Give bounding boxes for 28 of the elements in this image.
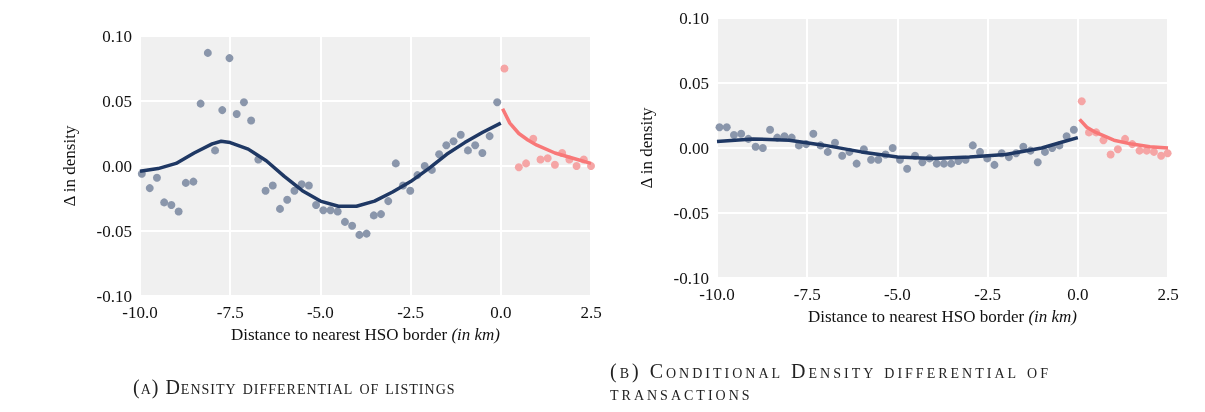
x-tick-label: -7.5 (793, 285, 821, 304)
x-axis-title: Distance to nearest HSO border (in km) (230, 325, 501, 344)
y-tick-label: 0.05 (679, 73, 709, 93)
y-tick-label: 0.00 (102, 156, 132, 176)
x-tick-label: -10.0 (699, 285, 735, 304)
x-tick-label: -7.5 (216, 303, 244, 322)
text: (b) Conditional Density differential of transactions (610, 360, 1052, 404)
x-tick-label: 2.5 (580, 303, 602, 322)
y-tick-label: -0.10 (673, 268, 709, 288)
x-tick-label: -10.0 (122, 303, 158, 322)
x-tick-label: 2.5 (1157, 285, 1179, 304)
text: (a) Density differential of listings (133, 376, 456, 398)
y-tick-label: 0.10 (679, 8, 709, 28)
y-tick-label: -0.05 (673, 203, 709, 223)
x-tick-label: -2.5 (397, 303, 425, 322)
y-tick-label: 0.05 (102, 91, 132, 111)
y-tick-label: -0.05 (96, 221, 132, 241)
y-tick-label: -0.10 (96, 286, 132, 306)
x-tick-label: 0.0 (490, 303, 512, 322)
x-tick-label: -5.0 (306, 303, 334, 322)
y-tick-label: 0.10 (102, 26, 132, 46)
y-axis-title: Δ in density (637, 107, 656, 189)
y-axis-title: Δ in density (60, 125, 79, 207)
y-tick-label: 0.00 (679, 138, 709, 158)
x-tick-label: 0.0 (1067, 285, 1089, 304)
x-axis-title: Distance to nearest HSO border (in km) (807, 307, 1078, 326)
x-tick-label: -5.0 (883, 285, 911, 304)
x-tick-label: -2.5 (974, 285, 1002, 304)
